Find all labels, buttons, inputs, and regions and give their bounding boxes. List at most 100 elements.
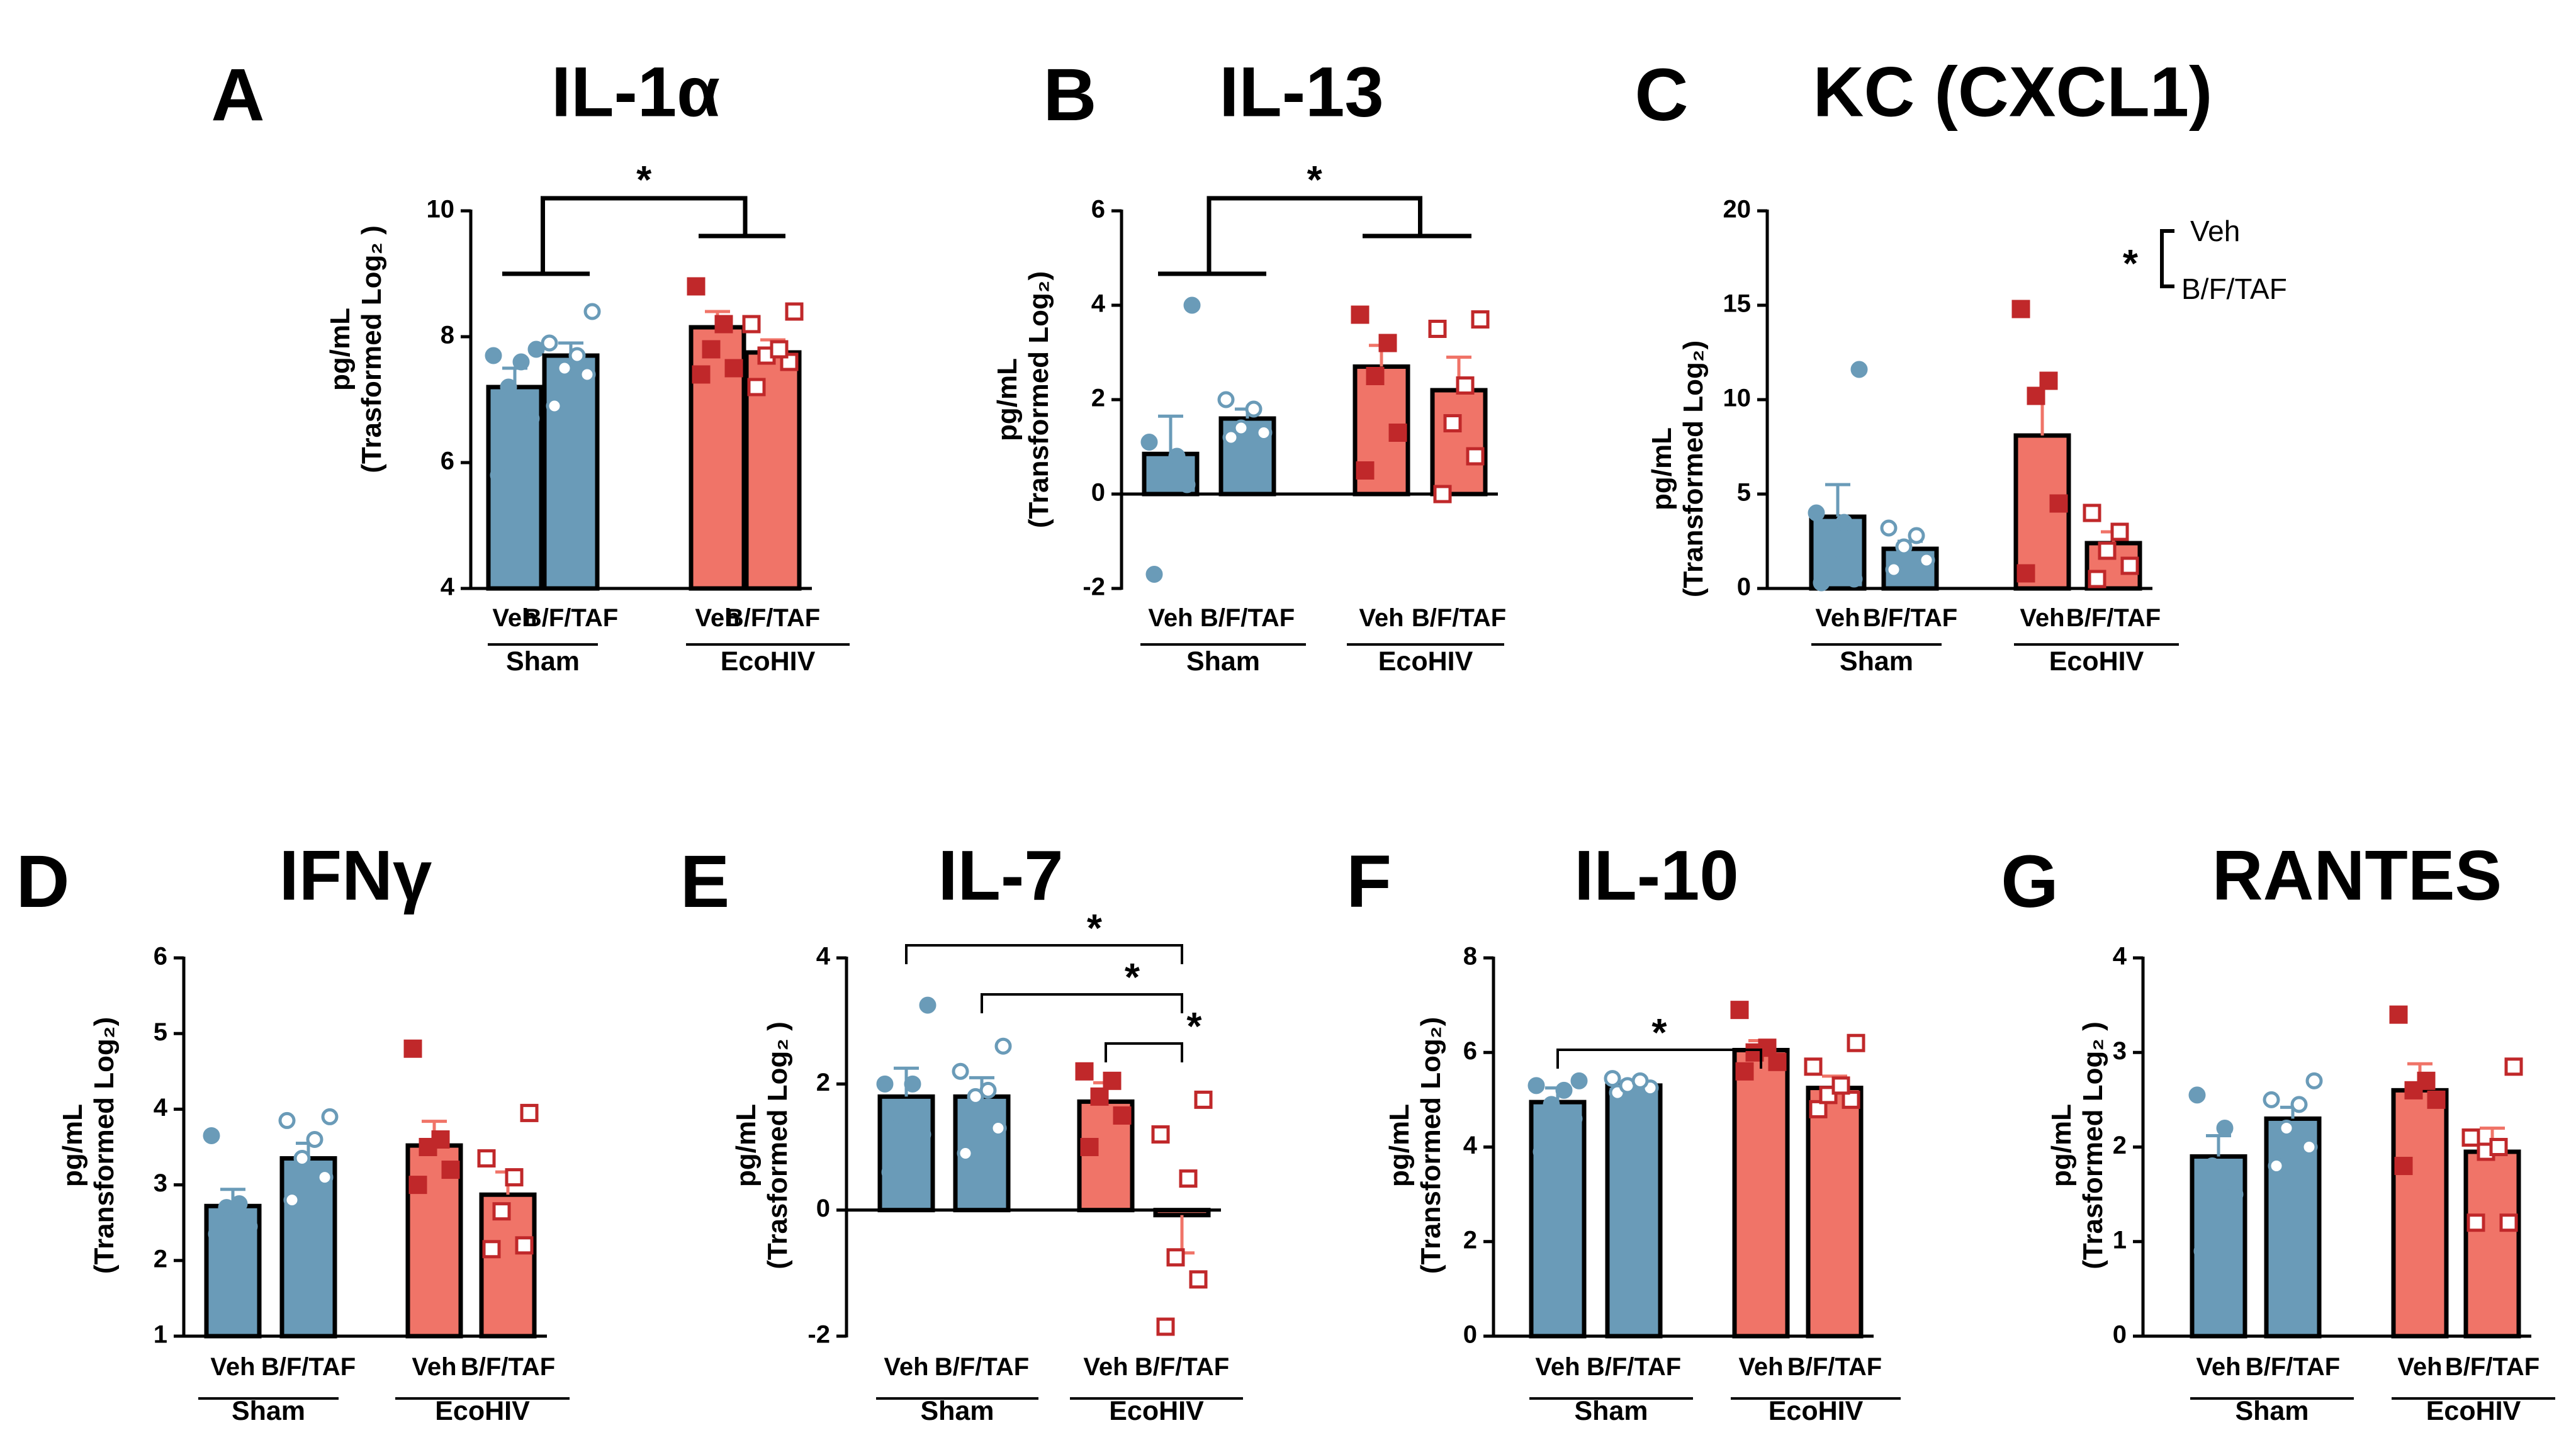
y-axis-label-line1: pg/mL: [57, 1104, 88, 1187]
data-point: [692, 365, 711, 384]
data-point: [891, 1106, 909, 1124]
data-point: [556, 359, 573, 377]
significance-star: *: [1651, 1011, 1667, 1055]
y-axis-label: pg/mL (Transformed Log₂): [1384, 1017, 1446, 1274]
y-tick-label: 2: [2113, 1132, 2127, 1159]
data-point: [578, 366, 596, 383]
panel-title: RANTES: [2212, 836, 2502, 915]
x-category-label: Veh: [2196, 1353, 2241, 1381]
y-axis-label-line1: pg/mL: [1646, 427, 1677, 510]
data-point: [1366, 367, 1385, 385]
data-point: [278, 1111, 296, 1129]
data-point: [1178, 476, 1196, 493]
y-tick-label: 20: [1723, 196, 1752, 223]
data-point: [527, 340, 545, 358]
y-tick-label: 0: [2113, 1321, 2127, 1349]
bar: [1605, 1083, 1663, 1339]
data-point: [316, 1169, 334, 1186]
panel-title: IL-10: [1574, 836, 1738, 915]
panel-title: IL-1α: [551, 53, 720, 132]
data-point: [1075, 1062, 1094, 1081]
data-point: [2466, 1213, 2485, 1232]
data-point: [441, 1161, 460, 1179]
data-point: [1456, 376, 1475, 395]
x-category-label: Veh: [1738, 1353, 1783, 1381]
data-point: [2504, 1057, 2523, 1076]
panel-c: C KC (CXCL1) pg/mL (Transformed Log₂) 0 5 10 15…: [1634, 53, 2286, 677]
data-point: [306, 1130, 323, 1148]
y-axis-label-line1: pg/mL: [731, 1104, 762, 1187]
x-category-label: B/F/TAF: [461, 1353, 555, 1381]
x-category-label: Veh: [2020, 604, 2064, 632]
y-axis-label-line1: pg/mL: [992, 358, 1023, 441]
x-category-label: B/F/TAF: [935, 1353, 1029, 1381]
data-point: [2489, 1138, 2508, 1156]
data-point: [2203, 1157, 2221, 1175]
group-label: Sham: [232, 1396, 305, 1426]
data-point: [1378, 334, 1397, 352]
y-tick-label: 4: [1091, 290, 1106, 318]
y-axis-label-line2: (Trasformed Log₂ ): [356, 225, 387, 473]
y-axis-label-line2: (Transformed Log₂): [89, 1017, 120, 1274]
bar: [2391, 1088, 2449, 1339]
y-axis-label-line2: (Transformed Log₂): [1415, 1017, 1446, 1274]
y-tick-label: 1: [154, 1321, 167, 1349]
significance-bracket: [1105, 1042, 1183, 1062]
data-point: [1443, 414, 1462, 432]
x-category-label: Veh: [1148, 604, 1193, 632]
data-point: [919, 996, 936, 1014]
group-label: Sham: [506, 646, 580, 677]
x-category-label: B/F/TAF: [524, 604, 618, 632]
data-point: [2098, 541, 2117, 560]
y-axis-label-line2: (Transformed Log₂): [1678, 340, 1709, 597]
y-axis-label-line1: pg/mL: [2046, 1104, 2077, 1187]
data-point: [1831, 1076, 1850, 1095]
panel-letter: D: [16, 840, 69, 923]
group-label: Sham: [920, 1396, 994, 1426]
x-category-label: B/F/TAF: [1863, 604, 1957, 632]
y-tick-label: 1: [2113, 1226, 2127, 1254]
data-point: [952, 1062, 969, 1080]
x-category-label: B/F/TAF: [261, 1353, 356, 1381]
data-point: [1466, 447, 1485, 466]
data-point: [2193, 1242, 2211, 1260]
data-point: [1245, 400, 1263, 418]
data-point: [321, 1108, 339, 1125]
data-point: [2300, 1139, 2318, 1156]
data-point: [1471, 310, 1490, 329]
data-point: [1850, 361, 1868, 378]
y-tick-label: 0: [1737, 573, 1751, 601]
data-point: [1080, 1138, 1099, 1156]
data-point: [1217, 391, 1235, 408]
y-tick-label: 10: [1723, 385, 1752, 412]
data-point: [1735, 1062, 1754, 1081]
panel-title: IL-7: [938, 836, 1063, 915]
y-tick-label: 3: [2113, 1037, 2127, 1065]
data-point: [881, 1164, 899, 1181]
data-point: [914, 1125, 931, 1143]
data-point: [512, 353, 530, 371]
data-point: [2394, 1157, 2413, 1176]
data-point: [477, 1149, 496, 1168]
data-point: [2027, 386, 2045, 405]
group-label: EcoHIV: [435, 1396, 530, 1426]
data-point: [1166, 1248, 1185, 1267]
data-point: [490, 466, 507, 484]
y-tick-label: 6: [441, 447, 454, 475]
data-point: [742, 315, 761, 334]
panel-letter: C: [1634, 53, 1688, 137]
data-point: [1145, 566, 1163, 583]
data-point: [2499, 1213, 2518, 1232]
bar: [2463, 1149, 2521, 1339]
data-point: [2389, 1005, 2408, 1024]
data-point: [546, 397, 563, 415]
data-point: [1809, 1100, 1828, 1118]
data-point: [1156, 1317, 1175, 1336]
data-point: [904, 1075, 921, 1093]
y-tick-label: -2: [807, 1321, 830, 1349]
y-axis-label-line1: pg/mL: [325, 308, 356, 391]
data-point: [568, 347, 586, 364]
y-tick-label: 6: [154, 943, 167, 970]
data-point: [2268, 1157, 2285, 1175]
